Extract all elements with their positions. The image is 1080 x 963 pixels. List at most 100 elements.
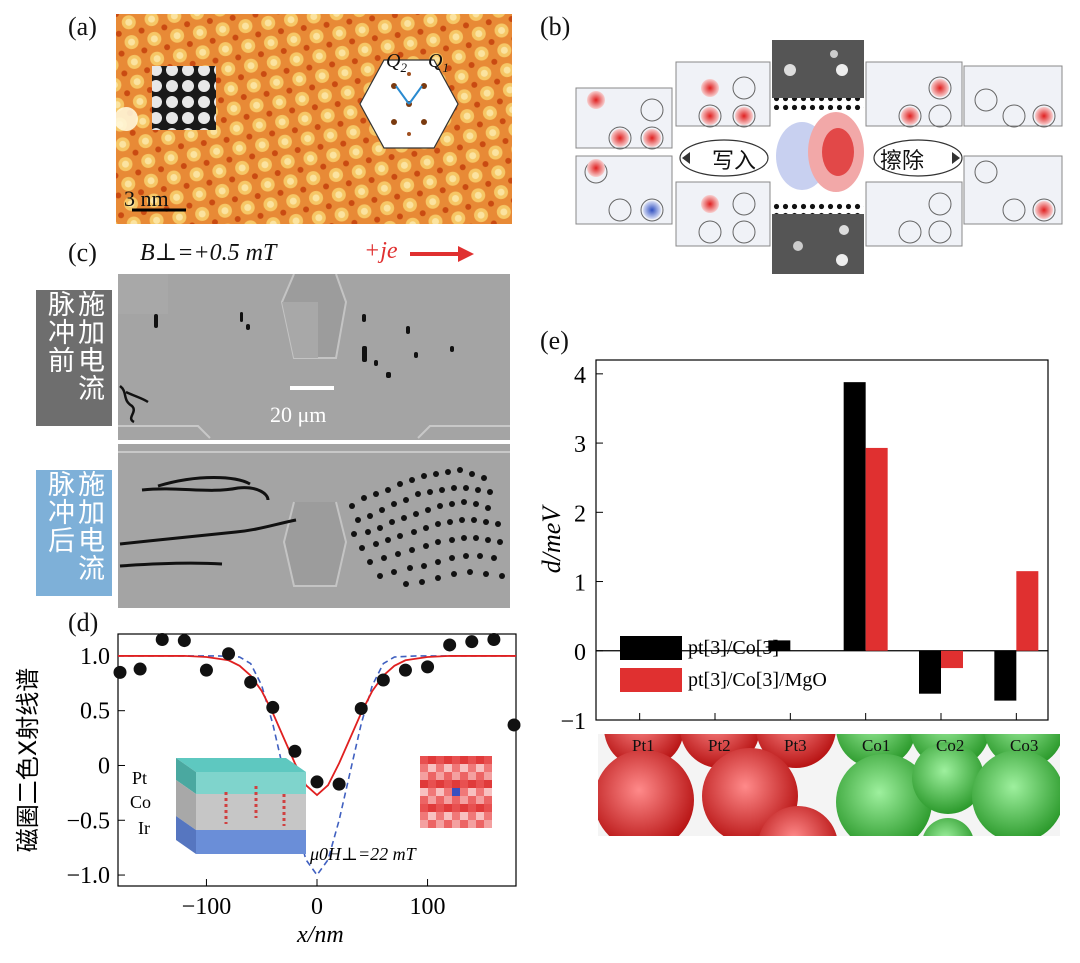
panel-d-chart: −100 0 100 1.0 0.5 0 −0.5 −1.0 x/nm 磁圈二色X射线谱 μ0H⊥=…: [14, 632, 521, 948]
bar-pt-co-mgo-co1: [865, 447, 888, 651]
y-axis-label: d/meV: [537, 504, 566, 574]
heatmap-cell: [484, 788, 492, 796]
legend-label: pt[3]/Co[3]: [688, 637, 779, 659]
heatmap-cell: [468, 812, 476, 820]
data-point: [266, 700, 280, 714]
data-point: [199, 663, 213, 677]
panel-b-label: (b): [540, 12, 571, 41]
scale-bar-20um-label: 20 μm: [270, 402, 327, 427]
panel-c-label: (c): [68, 238, 97, 267]
heatmap-cell: [420, 764, 428, 772]
panel-a-scale-bar-label: 3 nm: [124, 186, 169, 211]
heatmap-cell: [468, 820, 476, 828]
heatmap-cell: [476, 796, 484, 804]
heatmap-cell: [484, 756, 492, 764]
data-point: [465, 635, 479, 649]
y-tick-label: −1: [560, 709, 586, 735]
current-label: +je: [364, 238, 398, 264]
heatmap-cell: [476, 804, 484, 812]
data-point: [507, 718, 521, 732]
inset-label-ir: Ir: [138, 818, 150, 838]
field-label: B⊥=+0.5 mT: [140, 240, 277, 266]
y-tick-label: −1.0: [66, 863, 110, 889]
legend-swatch: [620, 668, 682, 692]
heatmap-cell: [484, 780, 492, 788]
heatmap-cell: [420, 796, 428, 804]
plot-frame: [595, 359, 1049, 721]
heatmap-cell: [452, 788, 460, 796]
inset-label-co: Co: [130, 792, 151, 812]
heatmap-cell: [452, 804, 460, 812]
y-tick-label: 3: [574, 432, 586, 458]
dashed-curve: [118, 655, 516, 877]
heatmap-cell: [484, 812, 492, 820]
atom-label-pt3: Pt3: [784, 736, 807, 755]
panel-b-skyrmion-writing-diagram: [575, 40, 1063, 274]
before-pulse-image: [118, 274, 510, 440]
atom-label-co3: Co3: [1010, 736, 1039, 755]
panel-a-label: (a): [68, 12, 97, 41]
x-tick-label: −100: [182, 894, 232, 920]
heatmap-cell: [428, 756, 436, 764]
heatmap-cell: [436, 764, 444, 772]
inset-label-pt: Pt: [132, 768, 147, 788]
pt-layer-top: [176, 758, 306, 772]
bar-pt-co-mgo-co3: [1016, 571, 1039, 651]
heatmap-cell: [452, 796, 460, 804]
fit-curve: [118, 655, 516, 797]
heatmap-cell: [436, 756, 444, 764]
bar-pt-co-co1: [843, 382, 866, 651]
xmcd-heatmap-inset: [420, 756, 492, 828]
heatmap-cell: [460, 804, 468, 812]
data-point: [376, 673, 390, 687]
heatmap-cell: [468, 772, 476, 780]
x-axis-label: x/nm: [296, 922, 344, 948]
heatmap-cell: [484, 804, 492, 812]
bar-pt-co-co2: [919, 650, 941, 694]
co-layer: [196, 794, 306, 830]
data-point: [177, 634, 191, 648]
data-point: [222, 647, 236, 661]
heatmap-cell: [484, 764, 492, 772]
heatmap-cell: [468, 780, 476, 788]
heatmap-cell: [428, 820, 436, 828]
data-point: [288, 744, 302, 758]
panel-a-stm-image: [116, 14, 512, 224]
y-tick-label: 1: [574, 571, 586, 597]
y-tick-label: 0: [574, 640, 586, 666]
heatmap-cell: [476, 780, 484, 788]
y-axis-label: 磁圈二色X射线谱: [14, 668, 42, 852]
co-layer-side: [176, 780, 196, 830]
bar-pt-co-co3: [994, 650, 1017, 701]
data-point: [443, 638, 457, 652]
x-tick-label: 100: [410, 894, 446, 920]
heatmap-cell: [444, 796, 452, 804]
heatmap-cell: [444, 820, 452, 828]
erase-label: 擦除: [880, 149, 925, 174]
ir-layer-side: [176, 816, 196, 854]
legend-label: pt[3]/Co[3]/MgO: [688, 669, 827, 691]
heatmap-cell: [460, 772, 468, 780]
y-tick-label: −0.5: [66, 808, 110, 834]
x-tick-label: 0: [311, 894, 323, 920]
heatmap-cell: [468, 788, 476, 796]
atom-label-co2: Co2: [936, 736, 965, 755]
heatmap-cell: [452, 772, 460, 780]
ir-layer: [196, 830, 306, 854]
heatmap-cell: [420, 772, 428, 780]
heatmap-cell: [468, 756, 476, 764]
heatmap-cell: [460, 820, 468, 828]
after-pulse-tag: 施加电流脉冲后: [36, 470, 112, 596]
heatmap-cell: [452, 756, 460, 764]
pt-layer-side: [176, 758, 196, 794]
heatmap-cell: [436, 780, 444, 788]
data-point: [332, 777, 346, 791]
heatmap-cell: [476, 788, 484, 796]
heatmap-cell: [476, 820, 484, 828]
heatmap-cell: [436, 820, 444, 828]
heatmap-cell: [444, 804, 452, 812]
legend-swatch: [620, 636, 682, 660]
heatmap-cell: [460, 788, 468, 796]
y-tick-label: 0: [98, 753, 110, 779]
panel-e-chart: 4 3 2 1 0 −1 d/meV pt[3]/Co[3] pt[3]/Co[3]/MgO: [537, 359, 1049, 735]
